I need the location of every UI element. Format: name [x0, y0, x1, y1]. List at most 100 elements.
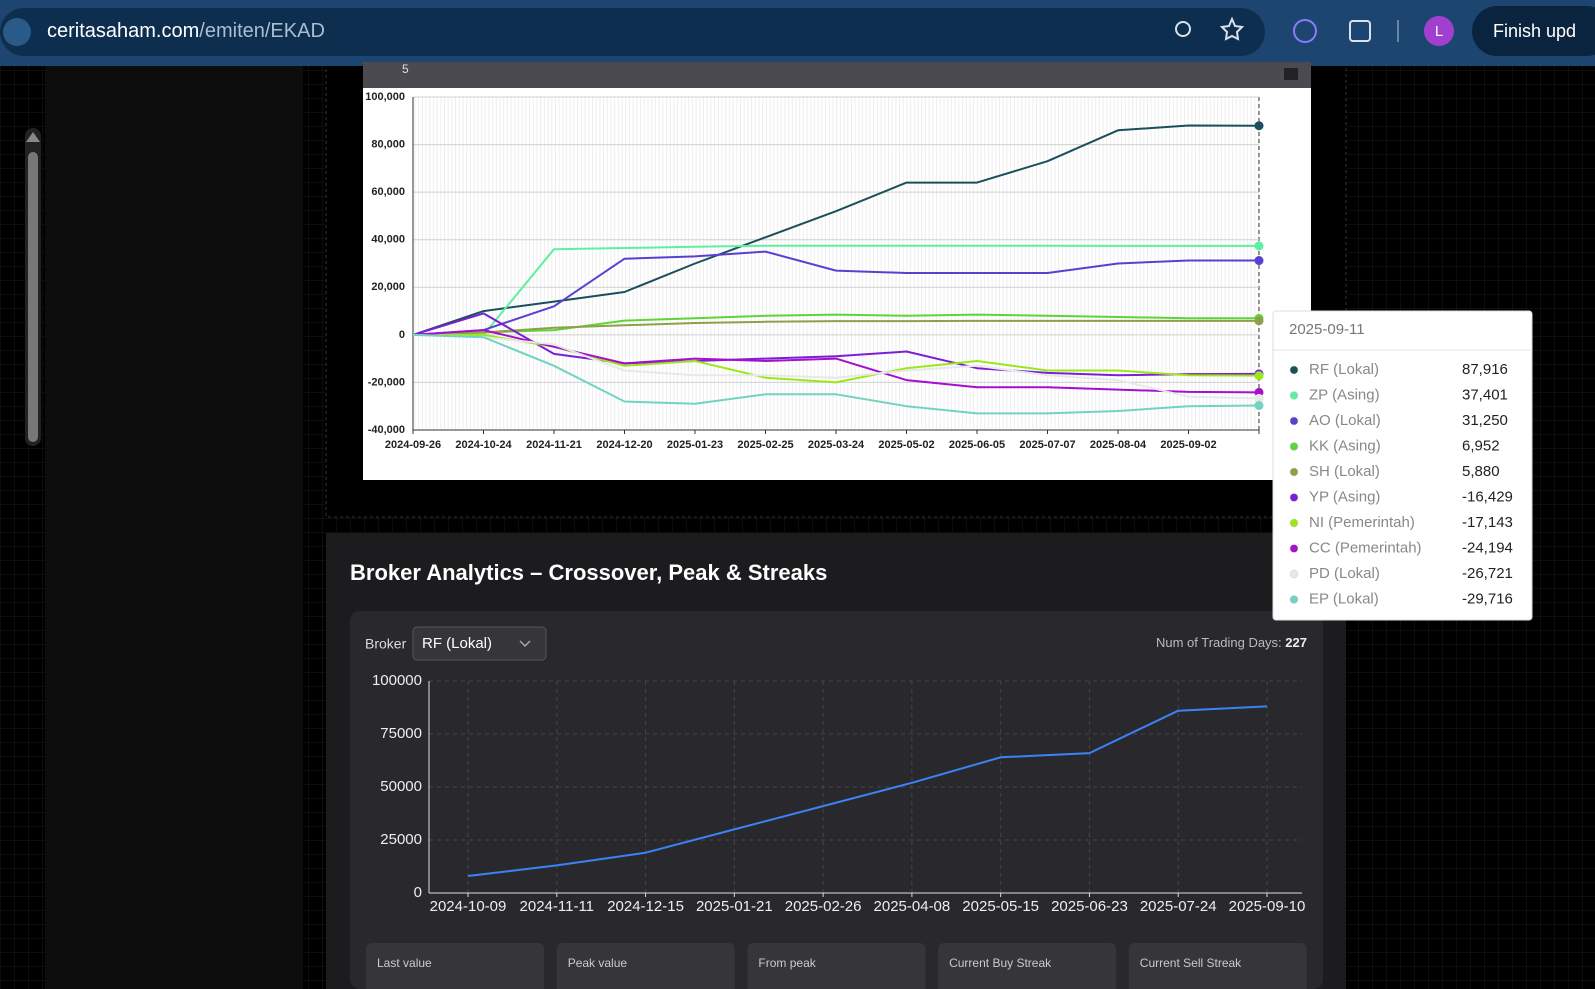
x-tick-label: 2024-11-11 [520, 898, 595, 915]
trading-days-value: 227 [1285, 635, 1307, 650]
stat-cards: Last value Peak value From peak Current Buy… [366, 943, 1307, 989]
y-tick-label: 100,000 [365, 91, 405, 103]
range-bar[interactable] [363, 62, 1311, 88]
x-tick-label: 2025-05-15 [962, 898, 1039, 915]
tooltip-value: -24,194 [1462, 539, 1513, 556]
tooltip-value: -29,716 [1462, 590, 1513, 607]
x-tick-label: 2025-04-08 [874, 898, 951, 915]
tooltip-swatch [1289, 493, 1299, 502]
x-tick-label: 2025-06-23 [1051, 898, 1128, 915]
x-tick-label: 2024-10-24 [455, 439, 512, 451]
y-tick-label: 100000 [372, 672, 422, 689]
series-line [412, 319, 1259, 336]
tooltip-name: EP (Lokal) [1309, 590, 1379, 607]
x-tick-label: 2025-02-25 [737, 439, 793, 451]
x-tick-label: 2025-05-02 [878, 439, 934, 451]
zoom-icon[interactable] [1175, 21, 1191, 37]
series-marker [1254, 371, 1264, 381]
bookmark-icon[interactable] [1219, 16, 1245, 41]
stat-card-label: Peak value [568, 956, 628, 970]
tooltip-name: RF (Lokal) [1309, 361, 1379, 378]
tooltip-value: 87,916 [1462, 361, 1508, 378]
stat-card-label: From peak [758, 956, 816, 970]
analytics-title: Broker Analytics – Crossover, Peak & Str… [350, 560, 827, 585]
x-tick-label: 2025-09-10 [1229, 898, 1306, 915]
tooltip-name: NI (Pemerintah) [1309, 514, 1415, 531]
broker-value: RF (Lokal) [422, 635, 492, 652]
tooltip-value: -16,429 [1462, 488, 1513, 505]
tooltip-swatch [1289, 544, 1299, 553]
tooltip-swatch [1289, 416, 1299, 426]
tooltip-value: 31,250 [1462, 412, 1508, 429]
x-tick-label: 2024-11-21 [526, 439, 582, 451]
x-tick-label: 2025-02-26 [785, 898, 862, 915]
tooltip-name: CC (Pemerintah) [1309, 539, 1422, 556]
x-tick-label: 2025-01-21 [696, 898, 773, 915]
y-tick-label: 25000 [380, 831, 422, 848]
tooltip-name: AO (Lokal) [1309, 412, 1381, 429]
y-tick-label: 20,000 [371, 281, 405, 293]
y-tick-label: -40,000 [368, 424, 405, 436]
y-tick-label: 60,000 [371, 186, 405, 198]
sidebar [45, 62, 303, 989]
tooltip-date: 2025-09-11 [1289, 321, 1365, 338]
series-marker [1254, 256, 1264, 266]
stat-card [747, 943, 926, 989]
tooltip-box [1272, 310, 1533, 621]
series-line [467, 705, 1268, 877]
scroll-thumb[interactable] [28, 152, 38, 442]
range-dropdown[interactable] [1284, 68, 1298, 80]
series-marker [1254, 121, 1264, 131]
tooltip: 2025-09-11 RF (Lokal) 87,916 ZP (Asing) 37,… [1272, 310, 1533, 621]
series-line [412, 333, 1260, 415]
x-tick-label: 2025-06-05 [949, 439, 1005, 451]
series-marker [1254, 401, 1264, 411]
analytics-card [350, 611, 1323, 989]
series-line [412, 312, 1260, 377]
scroll-up[interactable] [26, 132, 40, 142]
avatar[interactable] [1424, 16, 1454, 46]
address-bar[interactable] [0, 8, 1265, 56]
tooltip-value: 6,952 [1462, 437, 1500, 454]
tooltip-value: -17,143 [1462, 514, 1513, 531]
select-arrow [519, 640, 531, 648]
tooltip-name: ZP (Asing) [1309, 386, 1380, 403]
extension-icon[interactable] [1293, 19, 1317, 43]
x-tick-label: 2025-03-24 [808, 439, 865, 451]
y-tick-label: -20,000 [368, 376, 405, 388]
y-tick-label: 50000 [380, 778, 422, 795]
update-button[interactable] [1472, 6, 1595, 56]
series-line [412, 250, 1259, 336]
series-line [412, 124, 1260, 336]
stat-card [556, 943, 735, 989]
x-tick-label: 2025-09-02 [1160, 439, 1216, 451]
tooltip-swatch [1289, 365, 1299, 375]
update-text: Finish upd [1493, 21, 1576, 41]
extensions-icon[interactable] [1349, 20, 1371, 42]
site-info[interactable] [3, 18, 31, 46]
stat-card-label: Last value [377, 956, 432, 970]
tooltip-value: 5,880 [1462, 463, 1500, 480]
tooltip-swatch [1289, 442, 1299, 451]
tooltip-name: KK (Asing) [1309, 437, 1381, 454]
tooltip-name: YP (Asing) [1309, 488, 1380, 505]
tooltip-value: 37,401 [1462, 386, 1508, 403]
x-tick-label: 2024-12-15 [607, 898, 684, 915]
series-line [412, 313, 1260, 336]
series-marker [1254, 241, 1264, 251]
x-tick-label: 2025-07-24 [1140, 898, 1217, 915]
y-tick-label: 40,000 [371, 234, 405, 246]
broker-select[interactable] [412, 626, 547, 661]
stat-card-label: Current Sell Streak [1140, 956, 1242, 970]
tooltip-swatch [1289, 569, 1299, 579]
tooltip-swatch [1289, 518, 1299, 528]
y-tick-label: 0 [399, 329, 405, 341]
series-line [412, 329, 1260, 394]
x-tick-label: 2024-10-09 [430, 898, 507, 915]
url: ceritasaham.com/emiten/EKAD [47, 20, 325, 42]
series-marker [1254, 316, 1264, 326]
avatar-letter: L [1435, 23, 1443, 40]
tooltip-swatch [1289, 595, 1299, 604]
